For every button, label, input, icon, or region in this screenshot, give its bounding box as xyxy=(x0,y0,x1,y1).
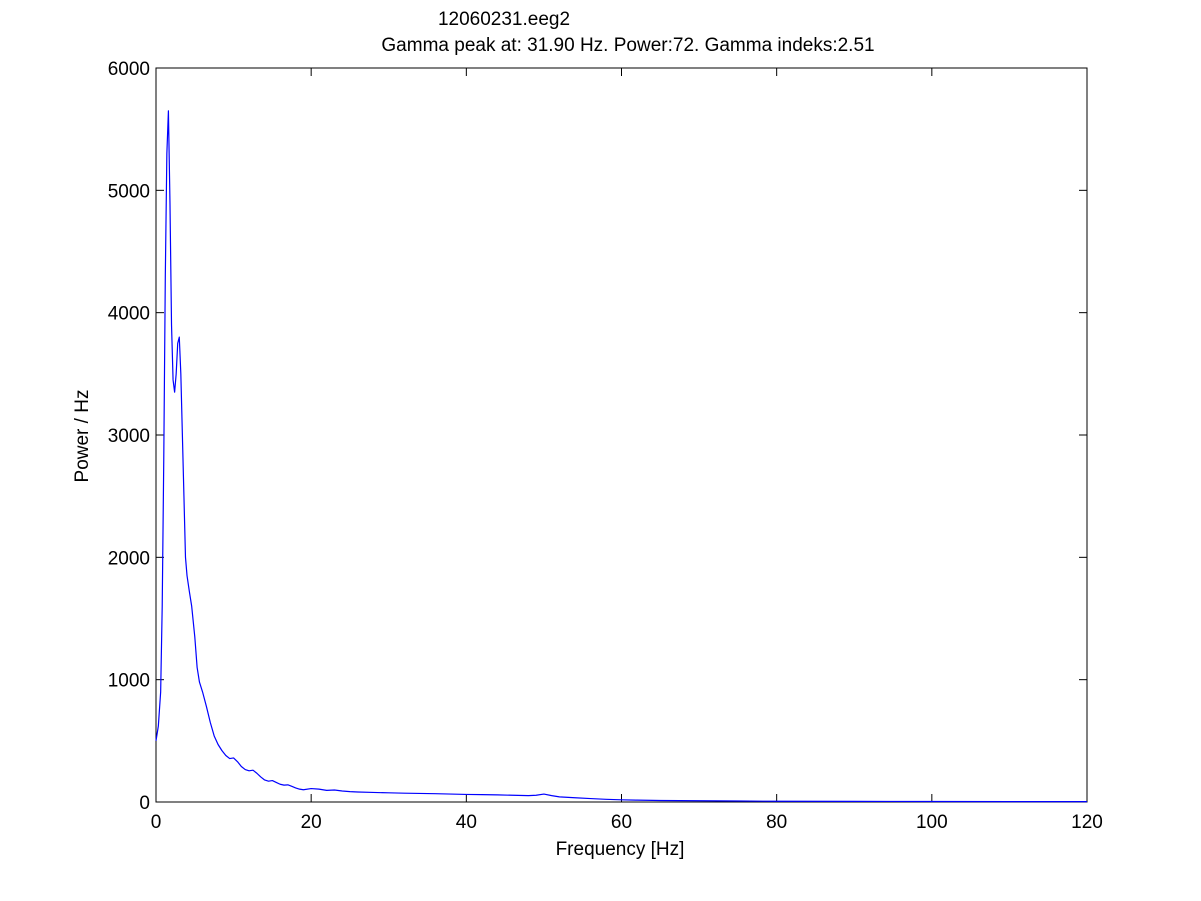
y-tick-label: 5000 xyxy=(108,181,150,202)
axis-ticks: 0 20 40 60 80 100 120 0 1000 2000 3000 4000 5000 6000 xyxy=(108,59,1103,833)
y-tick-label: 4000 xyxy=(108,304,150,325)
x-tick-label: 60 xyxy=(611,812,632,833)
x-tick-label: 40 xyxy=(456,812,477,833)
y-tick-label: 3000 xyxy=(108,426,150,447)
y-tick-label: 1000 xyxy=(108,671,150,692)
x-tick-label: 100 xyxy=(916,812,948,833)
series-line-power-spectrum xyxy=(155,110,1087,803)
x-tick-label: 80 xyxy=(766,812,787,833)
series-group xyxy=(155,110,1087,803)
x-axis-label: Frequency [Hz] xyxy=(556,839,685,860)
x-tick-label: 20 xyxy=(301,812,322,833)
y-axis-label: Power / Hz xyxy=(72,390,93,483)
y-tick-label: 2000 xyxy=(108,548,150,569)
chart-subtitle: Gamma peak at: 31.90 Hz. Power:72. Gamma… xyxy=(381,35,874,56)
y-tick-label: 0 xyxy=(139,793,150,814)
x-tick-label: 0 xyxy=(151,812,162,833)
plot-frame xyxy=(155,67,1088,803)
plot-area xyxy=(155,67,1088,803)
y-tick-label: 6000 xyxy=(108,59,150,80)
x-tick-label: 120 xyxy=(1071,812,1103,833)
chart-title: 12060231.eeg2 xyxy=(438,9,570,30)
